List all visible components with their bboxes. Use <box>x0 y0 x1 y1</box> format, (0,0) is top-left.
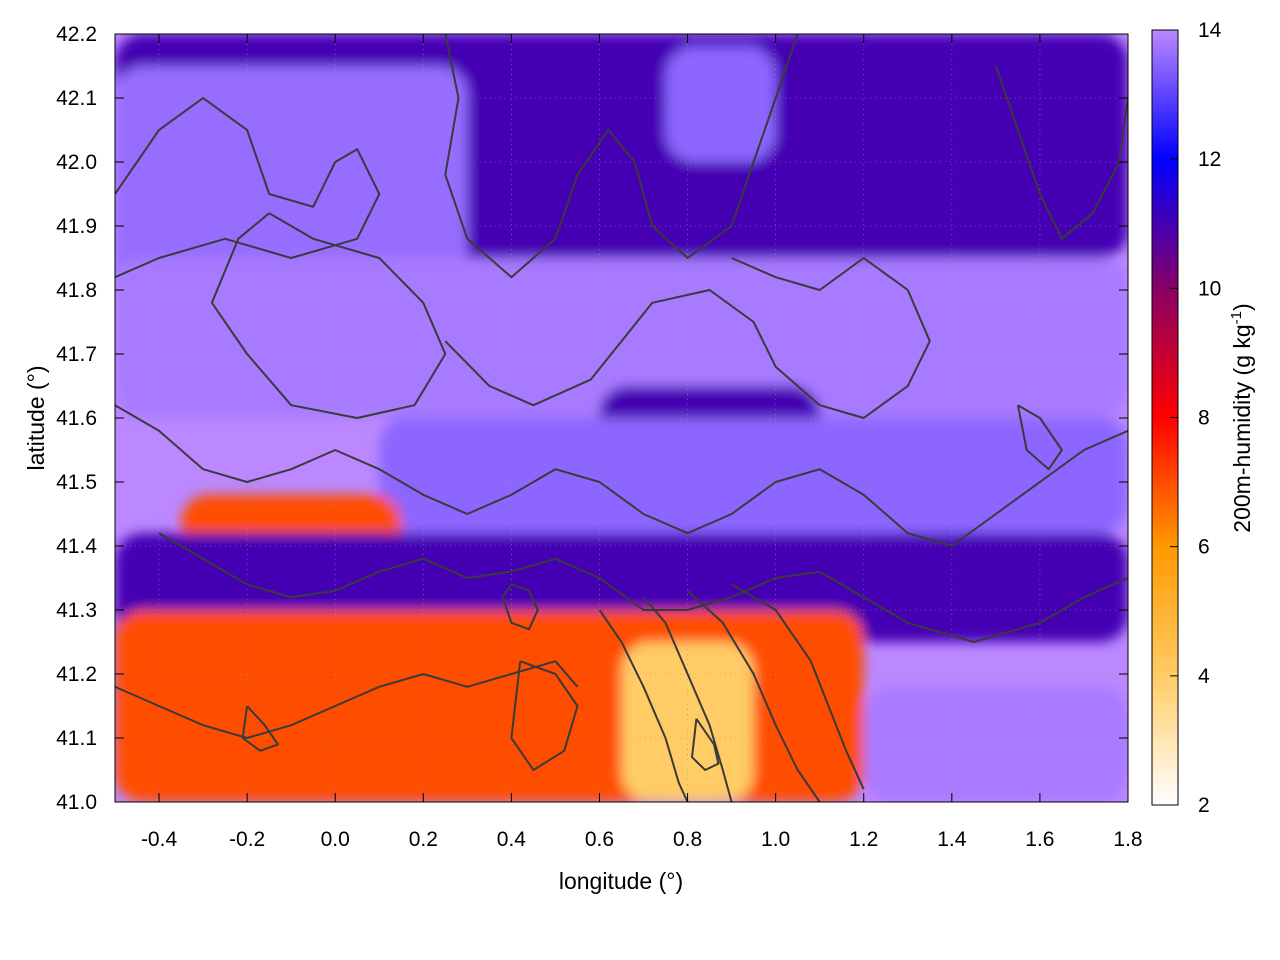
colorbar-tick-label: 2 <box>1198 794 1210 817</box>
colorbar-title-superscript: -1 <box>1228 311 1245 324</box>
heatmap-region <box>863 686 1128 802</box>
heatmap-region <box>621 642 754 802</box>
contour-line <box>241 705 279 752</box>
y-tick-label: 41.2 <box>56 663 97 686</box>
y-axis: 41.0 41.1 41.2 41.3 41.4 41.5 41.6 41.7 41.8 41.9… <box>56 23 1128 814</box>
colorbar: 2 4 6 8 10 12 14 200m-humidity (g kg-1) <box>1151 19 1255 817</box>
x-tick-label: 1.8 <box>1113 828 1142 851</box>
contour-line <box>501 583 539 631</box>
y-tick-label: 41.3 <box>56 599 97 622</box>
contour-line <box>444 34 799 279</box>
colorbar-title: 200m-humidity (g kg-1) <box>1228 303 1255 532</box>
colorbar-tick-label: 8 <box>1198 407 1210 430</box>
colorbar-tick-label: 12 <box>1198 148 1221 171</box>
x-tick-label: 0.6 <box>585 828 614 851</box>
contour-line <box>210 212 447 419</box>
contour-lines <box>115 34 1128 802</box>
y-tick-label: 41.4 <box>56 535 97 558</box>
contour-line <box>1016 404 1063 471</box>
heatmap-region <box>115 258 1128 418</box>
y-tick-label: 41.0 <box>56 791 97 814</box>
y-tick-label: 42.2 <box>56 23 97 46</box>
y-tick-label: 41.9 <box>56 215 97 238</box>
contour-line <box>158 532 1128 643</box>
contour-line <box>115 404 1128 547</box>
y-tick-label: 42.0 <box>56 151 97 174</box>
y-axis-title: latitude (°) <box>23 365 49 470</box>
x-tick-label: 0.0 <box>321 828 350 851</box>
y-tick-label: 42.1 <box>56 87 97 110</box>
x-tick-label: 1.0 <box>761 828 790 851</box>
contour-line <box>598 609 689 802</box>
y-tick-label: 41.8 <box>56 279 97 302</box>
x-tick-label: 1.6 <box>1025 828 1054 851</box>
contour-line <box>686 590 821 802</box>
y-tick-label: 41.5 <box>56 471 97 494</box>
plot-area <box>114 33 1129 803</box>
contour-line <box>642 596 733 802</box>
x-tick-label: 1.2 <box>849 828 878 851</box>
colorbar-tick-label: 6 <box>1198 536 1210 559</box>
heatmap-field <box>115 34 1128 802</box>
x-tick-label: -0.2 <box>229 828 265 851</box>
heatmap-region <box>665 46 776 162</box>
x-axis: -0.4 -0.2 0.0 0.2 0.4 0.6 0.8 1.0 1.2 1.4 1.6 1.8 <box>141 34 1143 851</box>
x-tick-label: 0.8 <box>673 828 702 851</box>
x-tick-label: 0.2 <box>409 828 438 851</box>
colorbar-title-close: ) <box>1229 303 1255 311</box>
x-axis-title: longitude (°) <box>559 868 683 894</box>
x-tick-label: 1.4 <box>937 828 967 851</box>
contour-line <box>731 583 865 790</box>
y-tick-label: 41.6 <box>56 407 97 430</box>
contour-line <box>444 257 931 419</box>
x-tick-label: 0.4 <box>497 828 527 851</box>
contour-line <box>691 718 720 771</box>
colorbar-tick-label: 4 <box>1198 665 1210 688</box>
y-tick-label: 41.7 <box>56 343 97 366</box>
colorbar-tick-label: 14 <box>1198 19 1222 42</box>
x-tick-label: -0.4 <box>141 828 178 851</box>
colorbar-axis: 2 4 6 8 10 12 14 <box>1170 19 1222 817</box>
y-tick-label: 41.1 <box>56 727 97 750</box>
colorbar-tick-label: 10 <box>1198 277 1221 300</box>
heatmap-region <box>379 418 1128 534</box>
colorbar-title-main: 200m-humidity (g kg <box>1229 324 1255 532</box>
contour-line <box>510 660 579 771</box>
